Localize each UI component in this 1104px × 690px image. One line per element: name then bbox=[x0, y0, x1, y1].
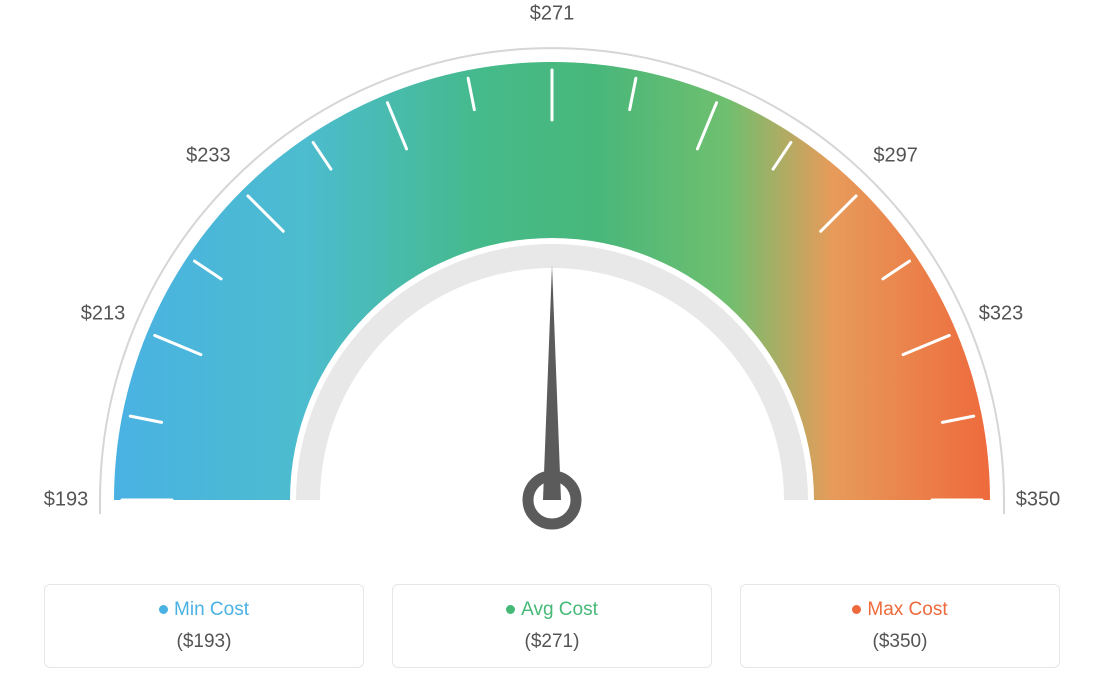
legend-max-label: Max Cost bbox=[867, 599, 947, 620]
legend-min-label: Min Cost bbox=[174, 599, 249, 620]
gauge-svg bbox=[0, 0, 1104, 560]
legend-min-card: Min Cost ($193) bbox=[44, 584, 364, 668]
legend-row: Min Cost ($193) Avg Cost ($271) Max Cost… bbox=[44, 584, 1060, 668]
legend-avg-card: Avg Cost ($271) bbox=[392, 584, 712, 668]
gauge-tick-label: $350 bbox=[1016, 489, 1061, 512]
gauge-tick-label: $297 bbox=[873, 145, 918, 168]
legend-max-dot-icon bbox=[852, 605, 861, 614]
legend-max-title: Max Cost bbox=[749, 599, 1051, 621]
gauge-tick-label: $323 bbox=[979, 303, 1024, 326]
gauge-tick-label: $193 bbox=[44, 489, 89, 512]
legend-min-dot-icon bbox=[159, 605, 168, 614]
legend-avg-title: Avg Cost bbox=[401, 599, 703, 621]
legend-avg-label: Avg Cost bbox=[521, 599, 598, 620]
legend-max-value: ($350) bbox=[749, 631, 1051, 653]
legend-avg-dot-icon bbox=[506, 605, 515, 614]
gauge-chart: $193 $213 $233 $271 $297 $323 $350 bbox=[0, 0, 1104, 560]
gauge-tick-label: $271 bbox=[530, 3, 575, 26]
gauge-tick-label: $213 bbox=[81, 303, 126, 326]
gauge-tick-label: $233 bbox=[186, 145, 231, 168]
legend-min-value: ($193) bbox=[53, 631, 355, 653]
legend-min-title: Min Cost bbox=[53, 599, 355, 621]
legend-max-card: Max Cost ($350) bbox=[740, 584, 1060, 668]
legend-avg-value: ($271) bbox=[401, 631, 703, 653]
cost-gauge-widget: $193 $213 $233 $271 $297 $323 $350 Min Cost ($… bbox=[0, 0, 1104, 690]
